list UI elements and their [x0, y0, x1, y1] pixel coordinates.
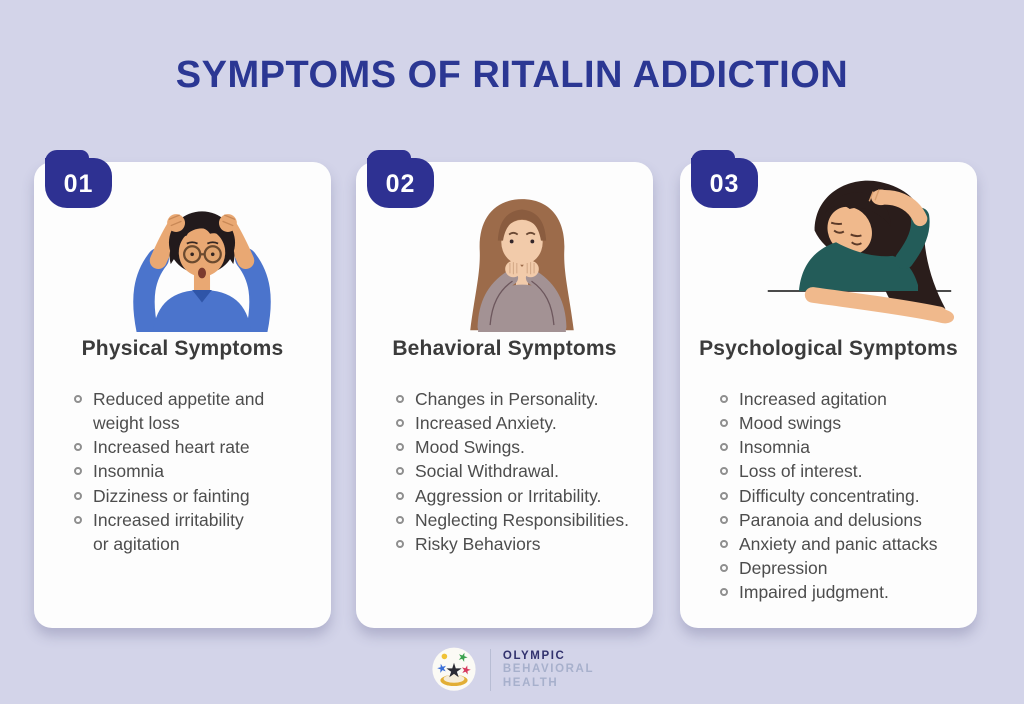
symptom-item: Increased Anxiety.	[396, 411, 641, 435]
olympic-behavioral-health-logo-icon	[432, 647, 476, 691]
illustration-container	[356, 162, 653, 332]
symptom-item: Insomnia	[74, 459, 319, 483]
symptom-text: Impaired judgment.	[739, 582, 889, 603]
badge-body-shape: 01	[45, 158, 112, 208]
brand-name: OLYMPIC BEHAVIORAL HEALTH	[503, 650, 594, 691]
symptom-item: Insomnia	[720, 435, 965, 459]
symptom-text: Paranoia and delusions	[739, 509, 922, 530]
symptom-text: Increased irritability or agitation	[93, 509, 244, 554]
bullet-circle-icon	[720, 443, 728, 452]
bullet-circle-icon	[396, 419, 404, 428]
symptom-item: Difficulty concentrating.	[720, 484, 965, 508]
bullet-circle-icon	[396, 467, 404, 476]
page-title: SYMPTOMS OF RITALIN ADDICTION	[175, 54, 849, 96]
symptom-list: Changes in Personality. Increased Anxiety…	[356, 387, 653, 556]
symptom-text: Risky Behaviors	[415, 533, 541, 554]
symptom-item: Impaired judgment.	[720, 580, 965, 604]
brand-line-health: HEALTH	[502, 676, 559, 689]
symptom-text: Depression	[739, 557, 828, 578]
card-heading: Psychological Symptoms	[699, 337, 958, 360]
symptom-text: Difficulty concentrating.	[739, 485, 920, 506]
bullet-circle-icon	[396, 443, 404, 452]
symptom-text: Reduced appetite and weight loss	[93, 389, 265, 434]
bullet-circle-icon	[720, 419, 728, 428]
card-psychological-symptoms: 03 Psychological Symptoms Increased agit…	[680, 150, 977, 628]
bullet-circle-icon	[720, 491, 728, 500]
symptom-item: Increased heart rate	[74, 435, 319, 459]
symptom-text: Increased agitation	[739, 389, 887, 409]
card-heading: Physical Symptoms	[81, 337, 284, 360]
card-heading: Behavioral Symptoms	[392, 337, 617, 360]
symptom-item: Social Withdrawal.	[396, 459, 641, 483]
bullet-circle-icon	[74, 443, 82, 452]
bullet-circle-icon	[74, 395, 82, 403]
stressed-woman-illustration	[132, 211, 271, 332]
illustration-container	[680, 162, 977, 332]
symptom-item: Increased irritability or agitation	[74, 508, 319, 556]
symptom-text: Changes in Personality.	[415, 389, 599, 409]
brand-footer: OLYMPIC BEHAVIORAL HEALTH	[0, 646, 1024, 694]
logo-divider	[489, 649, 491, 691]
symptom-text: Insomnia	[739, 437, 811, 458]
bullet-circle-icon	[74, 491, 82, 500]
number-badge: 01	[45, 150, 112, 208]
symptom-text: Insomnia	[93, 461, 165, 482]
symptom-item: Paranoia and delusions	[720, 508, 965, 532]
exhausted-woman-illustration	[767, 180, 955, 324]
bullet-circle-icon	[396, 515, 404, 524]
symptom-text: Anxiety and panic attacks	[739, 533, 938, 554]
symptom-item: Aggression or Irritability.	[396, 484, 641, 508]
badge-number: 02	[385, 169, 416, 198]
bullet-circle-icon	[396, 539, 404, 548]
symptom-text: Aggression or Irritability.	[415, 485, 602, 506]
symptom-item: Changes in Personality.	[396, 387, 641, 411]
card-physical-symptoms: 01	[34, 150, 331, 628]
symptom-text: Neglecting Responsibilities.	[415, 509, 629, 530]
symptom-item: Mood swings	[720, 411, 965, 435]
symptom-text: Increased Anxiety.	[415, 413, 557, 434]
brand-line-behavioral: BEHAVIORAL	[502, 663, 595, 676]
badge-body-shape: 02	[367, 158, 434, 208]
bullet-circle-icon	[720, 515, 728, 524]
symptom-item: Increased agitation	[720, 387, 965, 411]
badge-number: 03	[709, 169, 740, 198]
symptom-text: Mood Swings.	[415, 437, 525, 458]
symptom-item: Anxiety and panic attacks	[720, 532, 965, 556]
symptom-item: Neglecting Responsibilities.	[396, 508, 641, 532]
symptom-item: Mood Swings.	[396, 435, 641, 459]
number-badge: 03	[691, 150, 758, 208]
bullet-circle-icon	[74, 467, 82, 476]
bullet-circle-icon	[720, 588, 728, 597]
symptom-item: Risky Behaviors	[396, 532, 641, 556]
badge-body-shape: 03	[691, 158, 758, 208]
bullet-circle-icon	[396, 395, 404, 403]
symptom-item: Loss of interest.	[720, 459, 965, 483]
badge-number: 01	[63, 169, 94, 198]
bullet-circle-icon	[720, 395, 728, 403]
bullet-circle-icon	[720, 563, 728, 572]
card-behavioral-symptoms: 02 Behavioral Symptoms Changes in Person…	[356, 150, 653, 628]
bullet-circle-icon	[720, 539, 728, 548]
brand-line-olympic: OLYMPIC	[502, 649, 566, 662]
symptom-list: Reduced appetite and weight loss Increase…	[34, 387, 331, 556]
symptom-item: Depression	[720, 556, 965, 580]
symptom-text: Increased heart rate	[93, 437, 250, 458]
bullet-circle-icon	[396, 491, 404, 500]
bullet-circle-icon	[720, 467, 728, 476]
symptom-text: Mood swings	[739, 413, 842, 434]
bullet-circle-icon	[74, 515, 82, 524]
symptom-list: Increased agitation Mood swings Insomnia Lo…	[680, 387, 977, 604]
symptom-text: Loss of interest.	[739, 461, 863, 482]
symptom-item: Dizziness or fainting	[74, 484, 319, 508]
anxious-woman-illustration	[469, 199, 574, 332]
illustration-container	[34, 162, 331, 332]
symptom-item: Reduced appetite and weight loss	[74, 387, 319, 435]
symptom-text: Social Withdrawal.	[415, 461, 559, 482]
number-badge: 02	[367, 150, 434, 208]
symptom-text: Dizziness or fainting	[93, 485, 250, 506]
